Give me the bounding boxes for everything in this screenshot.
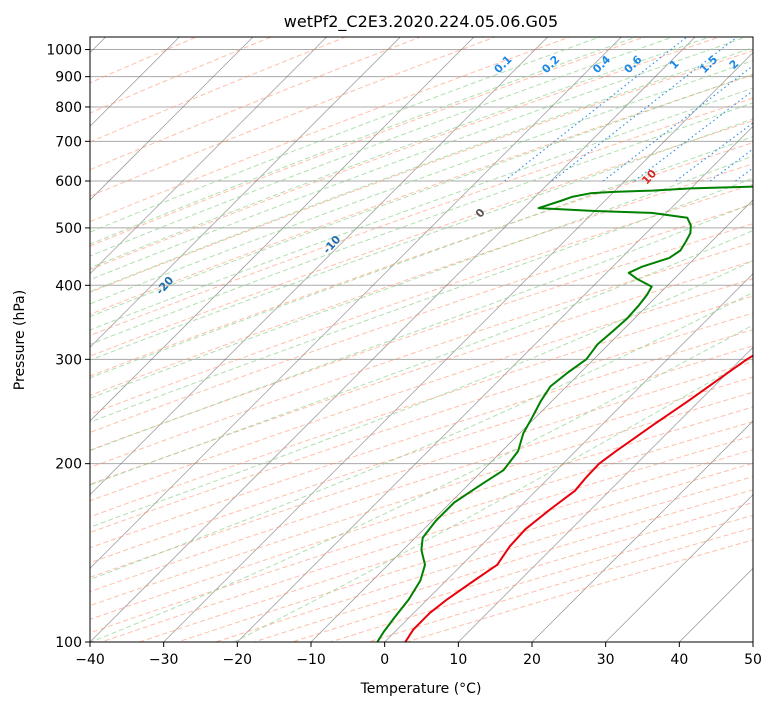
y-tick-label: 200: [55, 457, 82, 473]
y-tick-label: 400: [55, 278, 82, 294]
y-tick-label: 700: [55, 134, 82, 150]
dry-adiabat-line: [0, 25, 775, 699]
x-tick-label: −10: [296, 652, 326, 668]
dry-adiabat-line: [0, 25, 775, 699]
dry-adiabat-line: [116, 25, 775, 699]
y-axis-title: Pressure (hPa): [12, 290, 28, 390]
isotherm-line: [769, 25, 775, 699]
moist-adiabat-line: [37, 25, 633, 254]
moist-adiabat-line: [0, 25, 775, 642]
y-tick-label: 500: [55, 221, 82, 237]
mixing-ratio-label: 1: [667, 57, 682, 72]
x-tick-label: 30: [597, 652, 615, 668]
dry-adiabat-line: [0, 25, 775, 699]
mixing-ratio-line: [552, 25, 752, 181]
isotherm-line: [33, 25, 707, 699]
moist-adiabat-line: [234, 25, 775, 642]
mixing-ratio-label: 0.4: [590, 53, 613, 76]
x-tick-label: 50: [744, 652, 762, 668]
dry-adiabat-line: [0, 25, 775, 699]
dry-adiabat-line: [0, 25, 775, 699]
y-tick-label: 300: [55, 352, 82, 368]
dry-adiabat-label: -10: [320, 233, 343, 257]
mixing-ratio-line: [736, 25, 775, 181]
mixing-ratio-label: 1.5: [697, 53, 720, 76]
moist-adiabat-line: [0, 25, 775, 353]
dry-adiabat-line: [224, 25, 775, 699]
dry-adiabat-line: [0, 25, 775, 699]
x-tick-label: 20: [523, 652, 541, 668]
x-tick-label: 0: [380, 652, 389, 668]
dry-adiabat-label: 10: [639, 167, 659, 187]
mixing-ratio-line: [635, 25, 775, 181]
x-tick-label: −40: [75, 652, 105, 668]
x-tick-label: −30: [149, 652, 179, 668]
moist-adiabat-line: [0, 25, 775, 439]
isotherm-line: [475, 25, 775, 699]
mixing-ratio-line: [710, 25, 775, 181]
mixing-ratio-label: 0.1: [492, 53, 515, 76]
moist-adiabat-line: [0, 25, 775, 642]
dry-adiabat-line: [0, 25, 754, 699]
dry-adiabat-line: [0, 25, 775, 699]
dry-adiabat-line: [0, 25, 775, 699]
dry-adiabat-line: [0, 25, 775, 699]
x-tick-label: −20: [223, 652, 253, 668]
dry-adiabat-line: [152, 25, 775, 699]
y-tick-label: 100: [55, 635, 82, 651]
moist-adiabat-line: [0, 25, 775, 613]
mixing-ratio-label: 0.2: [539, 53, 562, 76]
moist-adiabat-line: [0, 25, 775, 642]
dry-adiabat-label: 0: [473, 206, 488, 221]
moist-adiabat-line: [91, 25, 775, 642]
dry-adiabat-label: -20: [153, 274, 176, 298]
dry-adiabat-line: [0, 25, 775, 699]
mixing-ratio-line: [505, 25, 702, 181]
isotherm-line: [0, 25, 191, 699]
dry-adiabat-line: [0, 25, 775, 699]
y-tick-label: 1000: [46, 43, 82, 59]
dry-adiabat-line: [0, 25, 775, 699]
moist-adiabat-line: [0, 25, 775, 464]
dry-adiabat-line: [0, 25, 775, 699]
dry-adiabat-line: [0, 25, 775, 699]
chart-title: wetPf2_C2E3.2020.224.05.06.G05: [284, 12, 558, 32]
dry-adiabat-line: [0, 25, 775, 699]
x-tick-label: 40: [670, 652, 688, 668]
dry-adiabat-line: [0, 25, 775, 699]
mixing-ratio-line: [676, 25, 775, 181]
dry-adiabat-line: [0, 25, 775, 699]
mixing-ratio-label: 3: [764, 57, 775, 72]
isotherm-line: [401, 25, 775, 699]
x-tick-label: 10: [449, 652, 467, 668]
isotherm-line: [0, 25, 339, 699]
dry-adiabat-label: -30: [32, 299, 55, 323]
y-tick-label: 900: [55, 70, 82, 86]
mixing-ratio-label: 2: [727, 57, 742, 72]
isotherm-line: [0, 25, 265, 699]
temperature-profile-line: [405, 82, 775, 642]
dry-adiabat-line: [0, 25, 225, 699]
mixing-ratio-label: 0.6: [622, 53, 645, 76]
isotherm-line: [0, 25, 560, 699]
y-tick-label: 600: [55, 174, 82, 190]
y-tick-label: 800: [55, 100, 82, 116]
isotherm-line: [0, 25, 633, 699]
dry-adiabat-line: [0, 25, 775, 699]
isotherm-line: [327, 25, 775, 699]
dry-adiabat-line: [0, 25, 775, 699]
dry-adiabat-line: [0, 25, 775, 699]
dry-adiabat-line: [0, 25, 679, 699]
dry-adiabat-line: [0, 25, 775, 699]
dry-adiabat-line: [0, 25, 775, 699]
x-axis-title: Temperature (°C): [360, 681, 482, 697]
dry-adiabat-line: [0, 25, 775, 699]
dry-adiabat-line: [188, 25, 775, 699]
